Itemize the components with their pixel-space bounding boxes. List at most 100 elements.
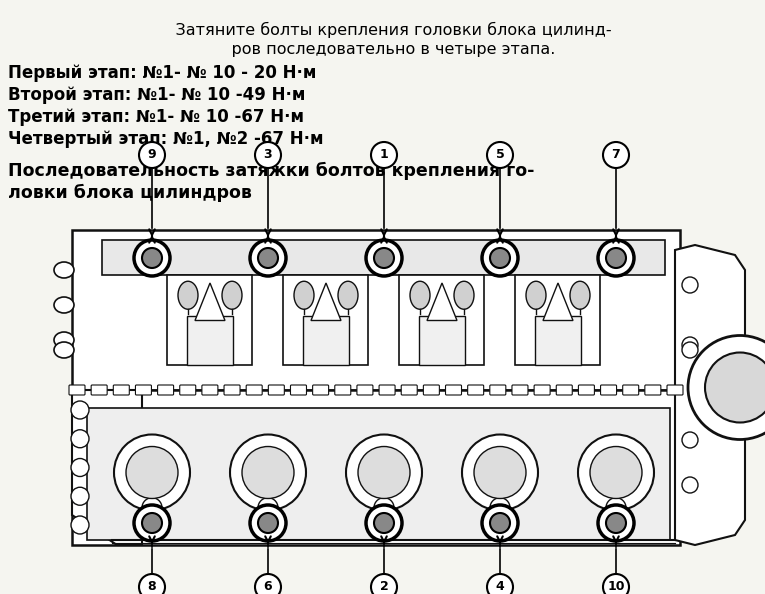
FancyBboxPatch shape xyxy=(246,385,262,395)
Circle shape xyxy=(71,516,89,534)
Polygon shape xyxy=(427,283,457,321)
Circle shape xyxy=(71,487,89,505)
Circle shape xyxy=(462,434,538,510)
Circle shape xyxy=(358,447,410,498)
Circle shape xyxy=(682,342,698,358)
FancyBboxPatch shape xyxy=(667,385,683,395)
Text: 8: 8 xyxy=(148,580,156,593)
Ellipse shape xyxy=(570,281,590,309)
Circle shape xyxy=(474,447,526,498)
Circle shape xyxy=(230,434,306,510)
Circle shape xyxy=(258,513,278,533)
Text: 4: 4 xyxy=(496,580,504,593)
FancyBboxPatch shape xyxy=(578,385,594,395)
Circle shape xyxy=(578,434,654,510)
Bar xyxy=(168,275,252,365)
Circle shape xyxy=(255,142,281,168)
Circle shape xyxy=(606,248,626,268)
Ellipse shape xyxy=(222,281,242,309)
Ellipse shape xyxy=(294,281,314,309)
Text: Третий этап: №1- № 10 -67 Н·м: Третий этап: №1- № 10 -67 Н·м xyxy=(8,108,304,126)
Circle shape xyxy=(482,505,518,541)
Ellipse shape xyxy=(410,281,430,309)
FancyBboxPatch shape xyxy=(401,385,417,395)
FancyBboxPatch shape xyxy=(69,385,85,395)
Circle shape xyxy=(142,513,162,533)
FancyBboxPatch shape xyxy=(224,385,240,395)
Bar xyxy=(303,315,350,365)
Bar xyxy=(72,230,680,390)
Circle shape xyxy=(258,498,278,518)
FancyBboxPatch shape xyxy=(180,385,196,395)
Circle shape xyxy=(490,513,510,533)
FancyBboxPatch shape xyxy=(291,385,307,395)
FancyBboxPatch shape xyxy=(135,385,151,395)
Circle shape xyxy=(606,513,626,533)
Circle shape xyxy=(490,248,510,268)
Text: ров последовательно в четыре этапа.: ров последовательно в четыре этапа. xyxy=(211,42,555,57)
Text: 2: 2 xyxy=(379,580,389,593)
Circle shape xyxy=(482,240,518,276)
FancyBboxPatch shape xyxy=(335,385,351,395)
Text: Первый этап: №1- № 10 - 20 Н·м: Первый этап: №1- № 10 - 20 Н·м xyxy=(8,64,317,82)
Bar xyxy=(87,408,670,540)
Circle shape xyxy=(371,142,397,168)
Circle shape xyxy=(250,505,286,541)
Circle shape xyxy=(71,459,89,476)
Circle shape xyxy=(366,505,402,541)
Circle shape xyxy=(688,336,765,440)
FancyBboxPatch shape xyxy=(91,385,107,395)
Circle shape xyxy=(346,434,422,510)
Bar xyxy=(535,315,581,365)
Polygon shape xyxy=(543,283,573,321)
Circle shape xyxy=(682,277,698,293)
Circle shape xyxy=(374,248,394,268)
FancyBboxPatch shape xyxy=(445,385,461,395)
Circle shape xyxy=(598,240,634,276)
Circle shape xyxy=(590,447,642,498)
Polygon shape xyxy=(195,283,225,321)
FancyBboxPatch shape xyxy=(313,385,329,395)
Circle shape xyxy=(139,574,165,594)
Circle shape xyxy=(598,505,634,541)
Circle shape xyxy=(134,240,170,276)
FancyBboxPatch shape xyxy=(423,385,439,395)
FancyBboxPatch shape xyxy=(645,385,661,395)
Circle shape xyxy=(71,401,89,419)
Ellipse shape xyxy=(338,281,358,309)
FancyBboxPatch shape xyxy=(357,385,373,395)
Text: 3: 3 xyxy=(264,148,272,162)
FancyBboxPatch shape xyxy=(534,385,550,395)
Circle shape xyxy=(114,434,190,510)
FancyBboxPatch shape xyxy=(601,385,617,395)
Circle shape xyxy=(71,429,89,448)
Bar xyxy=(284,275,369,365)
Text: 1: 1 xyxy=(379,148,389,162)
Polygon shape xyxy=(675,245,745,545)
Circle shape xyxy=(374,513,394,533)
Text: Второй этап: №1- № 10 -49 Н·м: Второй этап: №1- № 10 -49 Н·м xyxy=(8,86,305,104)
Bar xyxy=(399,275,484,365)
Circle shape xyxy=(603,142,629,168)
Ellipse shape xyxy=(54,332,74,348)
Text: ловки блока цилиндров: ловки блока цилиндров xyxy=(8,184,252,202)
Ellipse shape xyxy=(526,281,546,309)
Ellipse shape xyxy=(454,281,474,309)
Circle shape xyxy=(371,574,397,594)
Circle shape xyxy=(682,337,698,353)
Circle shape xyxy=(134,505,170,541)
Text: Четвертый этап: №1, №2 -67 Н·м: Четвертый этап: №1, №2 -67 Н·м xyxy=(8,130,324,148)
Bar xyxy=(102,240,665,275)
Ellipse shape xyxy=(54,262,74,278)
FancyBboxPatch shape xyxy=(556,385,572,395)
Circle shape xyxy=(487,142,513,168)
Polygon shape xyxy=(72,390,142,545)
Circle shape xyxy=(606,498,626,518)
Text: 9: 9 xyxy=(148,148,156,162)
Circle shape xyxy=(258,248,278,268)
FancyBboxPatch shape xyxy=(490,385,506,395)
Text: 10: 10 xyxy=(607,580,625,593)
Circle shape xyxy=(242,447,294,498)
Ellipse shape xyxy=(178,281,198,309)
FancyBboxPatch shape xyxy=(158,385,174,395)
